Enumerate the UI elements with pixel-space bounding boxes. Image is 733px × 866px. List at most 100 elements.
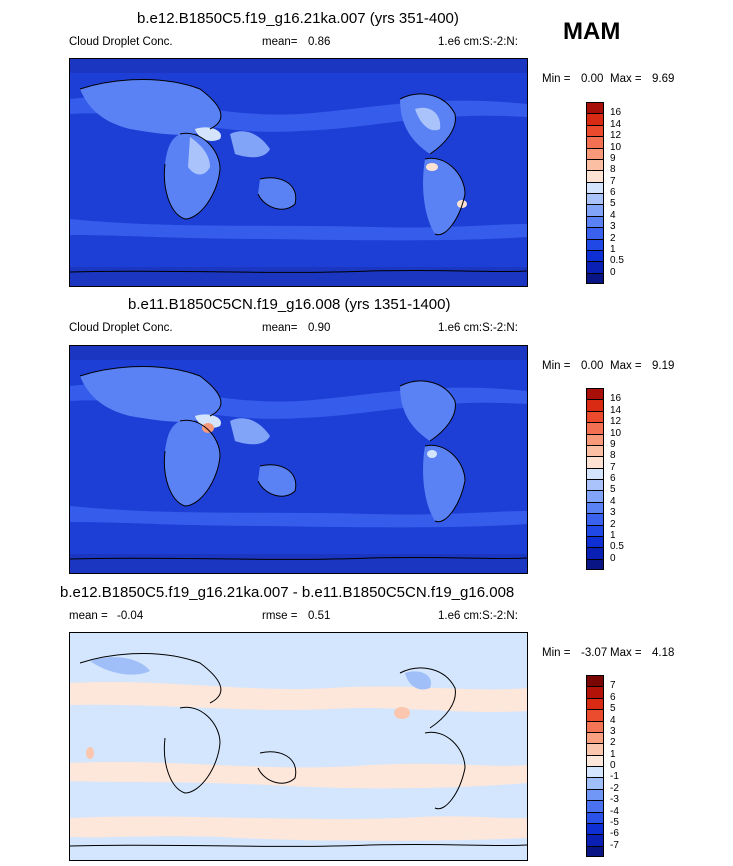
colorbar-tick-label: 7: [610, 461, 616, 473]
colorbar-box: [586, 113, 604, 125]
colorbar-box: [586, 204, 604, 216]
panel-2-map: [69, 345, 528, 574]
colorbar-box: [586, 675, 604, 687]
panel-1-map-svg: [70, 59, 527, 286]
colorbar-box: [586, 467, 604, 479]
colorbar-box: [586, 479, 604, 491]
colorbar-tick-label: -1: [610, 771, 619, 783]
panel-2-min-label: Min =: [542, 360, 571, 372]
map-hotspot-2: [427, 450, 437, 458]
colorbar-tick-label: 5: [610, 703, 616, 715]
map-coastlines: [79, 79, 466, 236]
colorbar-tick-label: 5: [610, 198, 616, 210]
colorbar-box: [586, 686, 604, 698]
colorbar-box: [586, 743, 604, 755]
panel-2-max-label: Max =: [610, 360, 642, 372]
colorbar-box: [586, 547, 604, 559]
colorbar-tick-label: 0: [610, 266, 616, 278]
panel-1-variable-label: Cloud Droplet Conc.: [69, 36, 173, 48]
panel-2-mean-value: 0.90: [308, 322, 331, 334]
colorbar-tick-label: 4: [610, 495, 616, 507]
colorbar-tick-label: 10: [610, 427, 622, 439]
map-eurasia: [80, 366, 221, 422]
colorbar-tick-label: 10: [610, 141, 622, 153]
panel-2-map-svg: [70, 346, 527, 573]
panel-3-rmse-value: 0.51: [308, 610, 331, 622]
season-label: MAM: [563, 18, 621, 45]
colorbar-box: [586, 136, 604, 148]
map-antarctic-band: [70, 267, 527, 286]
map-antarctica-coast: [70, 843, 527, 847]
map-india: [230, 131, 270, 158]
panel-3-min-label: Min =: [542, 647, 571, 659]
colorbar-box: [586, 181, 604, 193]
map-antarctic-band: [70, 554, 527, 573]
panel-1-map: [69, 58, 528, 287]
colorbar-box: [586, 444, 604, 457]
map-positive-africa: [86, 747, 94, 759]
colorbar-box: [586, 147, 604, 159]
panel-1-mean-value: 0.86: [308, 36, 331, 48]
colorbar-box: [586, 731, 604, 744]
map-australia: [258, 177, 296, 210]
panel-3-map: [69, 632, 528, 861]
colorbar-box: [586, 433, 604, 445]
colorbar-box: [586, 513, 604, 525]
map-positive-gulf: [394, 707, 410, 719]
colorbar-box: [586, 822, 604, 835]
colorbar-box: [586, 261, 604, 273]
colorbar-box: [586, 777, 604, 789]
map-na-high: [415, 107, 441, 131]
panel-3-title: b.e12.B1850C5.f19_g16.21ka.007 - b.e11.B…: [60, 584, 515, 601]
colorbar-tick-label: 6: [610, 473, 616, 484]
panel-3-mean-label: mean =: [69, 610, 108, 622]
colorbar-tick-label: -6: [610, 828, 619, 840]
colorbar-tick-label: 7: [610, 175, 616, 187]
colorbar-box: [586, 124, 604, 137]
colorbar-box: [586, 766, 604, 778]
panel-1-max-label: Max =: [610, 73, 642, 85]
map-positive-band-3: [70, 816, 527, 841]
colorbar-box: [586, 490, 604, 502]
colorbar-box: [586, 501, 604, 514]
colorbar-box: [586, 158, 604, 171]
map-hotspot-1: [426, 163, 438, 171]
panel-3-mean-value: -0.04: [117, 610, 144, 622]
colorbar-box: [586, 227, 604, 239]
map-hotspot-1: [202, 423, 214, 433]
colorbar-tick-label: -4: [610, 805, 619, 817]
colorbar-box: [586, 215, 604, 228]
colorbar-tick-label: 14: [610, 404, 622, 416]
map-coastlines: [79, 366, 466, 523]
colorbar-box: [586, 845, 604, 857]
colorbar-tick-label: -2: [610, 782, 619, 794]
map-india: [230, 418, 270, 445]
colorbar-box: [586, 697, 604, 710]
colorbar-tick-label: 1: [610, 243, 616, 255]
map-positive-band-2: [70, 761, 527, 789]
colorbar-tick-label: 6: [610, 187, 616, 198]
colorbar-tick-label: 9: [610, 438, 616, 450]
colorbar-box: [586, 834, 604, 846]
colorbar-box: [586, 535, 604, 548]
panel-3-units: 1.e6 cm:S:-2:N:: [438, 610, 518, 622]
colorbar-box: [586, 422, 604, 434]
map-southern-band: [70, 219, 527, 241]
colorbar-box: [586, 193, 604, 205]
colorbar-tick-label: 16: [610, 393, 622, 405]
colorbar-tick-label: 0: [610, 552, 616, 564]
colorbar-tick-label: 4: [610, 209, 616, 221]
map-south-america: [423, 445, 465, 522]
map-arctic-band: [70, 59, 527, 73]
colorbar-tick-label: 14: [610, 118, 622, 130]
colorbar-tick-label: 12: [610, 130, 622, 142]
panel-1-min-value: 0.00: [581, 73, 604, 85]
panel-2-min-value: 0.00: [581, 360, 604, 372]
colorbar-tick-label: 1: [610, 748, 616, 760]
colorbar-tick-label: 3: [610, 221, 616, 233]
panel-3-max-label: Max =: [610, 647, 642, 659]
colorbar-tick-label: 1: [610, 529, 616, 541]
panel-3-min-value: -3.07: [581, 647, 608, 659]
colorbar-box: [586, 388, 604, 400]
panel-1-min-label: Min =: [542, 73, 571, 85]
